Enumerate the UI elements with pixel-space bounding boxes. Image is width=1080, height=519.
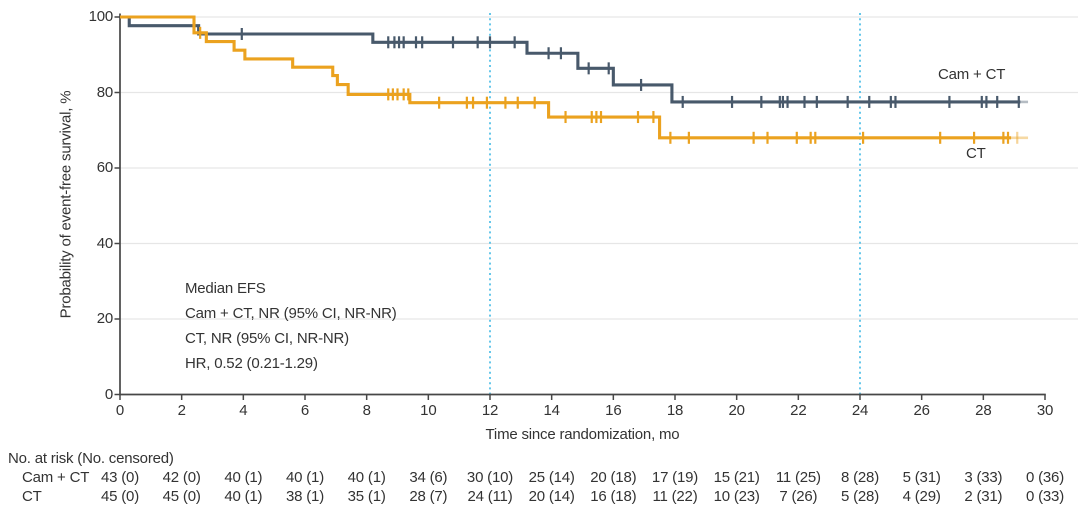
annotation-median-efs: Median EFS bbox=[185, 280, 266, 297]
risk-value-cam-ct-month-14: 25 (14) bbox=[528, 469, 575, 486]
risk-value-cam-ct-month-8: 40 (1) bbox=[347, 469, 386, 486]
x-tick-label-0: 0 bbox=[115, 402, 125, 419]
risk-value-cam-ct-month-22: 11 (25) bbox=[775, 469, 821, 486]
risk-value-cam-ct-month-28: 3 (33) bbox=[964, 469, 1003, 486]
risk-value-cam-ct-month-26: 5 (31) bbox=[902, 469, 941, 486]
ct-curve-label: CT bbox=[966, 145, 986, 162]
risk-value-ct-month-26: 4 (29) bbox=[902, 488, 941, 505]
km-step-path-ct bbox=[120, 15, 1012, 140]
risk-value-ct-month-24: 5 (28) bbox=[841, 488, 879, 505]
risk-value-ct-month-14: 20 (14) bbox=[528, 488, 575, 505]
median-efs-annotation: Median EFS Cam + CT, NR (95% CI, NR-NR) … bbox=[185, 276, 397, 376]
risk-value-ct-month-8: 35 (1) bbox=[347, 488, 386, 505]
risk-value-cam-ct-month-24: 8 (28) bbox=[841, 469, 879, 486]
x-tick-label-8: 8 bbox=[362, 402, 371, 419]
risk-value-cam-ct-month-2: 42 (0) bbox=[162, 469, 201, 486]
x-tick-label-12: 12 bbox=[481, 402, 499, 419]
risk-value-cam-ct-month-0: 43 (0) bbox=[101, 469, 139, 486]
risk-row-label-ct: CT bbox=[22, 488, 42, 505]
y-tick-label-80: 80 bbox=[96, 83, 113, 101]
x-tick-label-4: 4 bbox=[239, 402, 248, 419]
risk-value-cam-ct-month-18: 17 (19) bbox=[651, 469, 699, 486]
risk-value-cam-ct-month-6: 40 (1) bbox=[286, 469, 324, 486]
x-axis-title: Time since randomization, mo bbox=[485, 426, 680, 443]
risk-table-header: No. at risk (No. censored) bbox=[8, 450, 174, 467]
risk-value-cam-ct-month-12: 30 (10) bbox=[466, 469, 514, 486]
risk-value-cam-ct-month-10: 34 (6) bbox=[409, 469, 448, 486]
x-tick-label-16: 16 bbox=[605, 402, 622, 419]
km-curve-cam-ct bbox=[120, 15, 1029, 108]
cam-ct-curve-label: Cam + CT bbox=[938, 66, 1006, 83]
annotation-hazard-ratio: HR, 0.52 (0.21-1.29) bbox=[185, 355, 318, 372]
x-tick-label-28: 28 bbox=[975, 402, 992, 419]
risk-value-ct-month-6: 38 (1) bbox=[286, 488, 324, 505]
annotation-cam-ct-median: Cam + CT, NR (95% CI, NR-NR) bbox=[185, 305, 397, 322]
risk-value-ct-month-30: 0 (33) bbox=[1026, 488, 1064, 505]
x-tick-label-26: 26 bbox=[913, 402, 930, 419]
risk-value-ct-month-20: 10 (23) bbox=[713, 488, 760, 505]
risk-value-cam-ct-month-16: 20 (18) bbox=[590, 469, 637, 486]
risk-value-cam-ct-month-30: 0 (36) bbox=[1026, 469, 1064, 486]
x-tick-label-22: 22 bbox=[790, 402, 807, 419]
x-tick-label-30: 30 bbox=[1036, 402, 1054, 419]
y-tick-label-60: 60 bbox=[96, 159, 113, 176]
risk-value-cam-ct-month-20: 15 (21) bbox=[713, 469, 760, 486]
y-tick-label-20: 20 bbox=[96, 310, 113, 327]
risk-value-ct-month-18: 11 (22) bbox=[652, 488, 698, 505]
risk-value-ct-month-0: 45 (0) bbox=[101, 488, 139, 505]
x-tick-label-2: 2 bbox=[177, 402, 186, 419]
x-tick-label-10: 10 bbox=[420, 402, 437, 419]
x-tick-label-20: 20 bbox=[728, 402, 745, 419]
risk-value-ct-month-22: 7 (26) bbox=[779, 488, 818, 505]
risk-value-ct-month-12: 24 (11) bbox=[467, 488, 513, 505]
x-tick-label-6: 6 bbox=[300, 402, 310, 419]
risk-value-ct-month-4: 40 (1) bbox=[224, 488, 263, 505]
risk-value-ct-month-16: 16 (18) bbox=[590, 488, 637, 505]
risk-value-ct-month-10: 28 (7) bbox=[409, 488, 448, 505]
risk-value-ct-month-2: 45 (0) bbox=[162, 488, 201, 505]
x-tick-label-14: 14 bbox=[543, 402, 560, 419]
risk-value-cam-ct-month-4: 40 (1) bbox=[224, 469, 263, 486]
y-tick-label-100: 100 bbox=[88, 8, 114, 25]
x-tick-label-24: 24 bbox=[851, 402, 869, 419]
km-curve-ct bbox=[120, 15, 1029, 144]
risk-row-label-cam-ct: Cam + CT bbox=[22, 469, 90, 486]
km-step-path-cam-ct bbox=[120, 15, 1021, 104]
annotation-ct-median: CT, NR (95% CI, NR-NR) bbox=[185, 330, 349, 347]
y-tick-label-0: 0 bbox=[104, 385, 113, 403]
x-tick-label-18: 18 bbox=[666, 402, 684, 419]
risk-value-ct-month-28: 2 (31) bbox=[964, 488, 1003, 505]
y-axis-title: Probability of event-free survival, % bbox=[57, 90, 75, 319]
y-tick-label-40: 40 bbox=[96, 234, 113, 252]
